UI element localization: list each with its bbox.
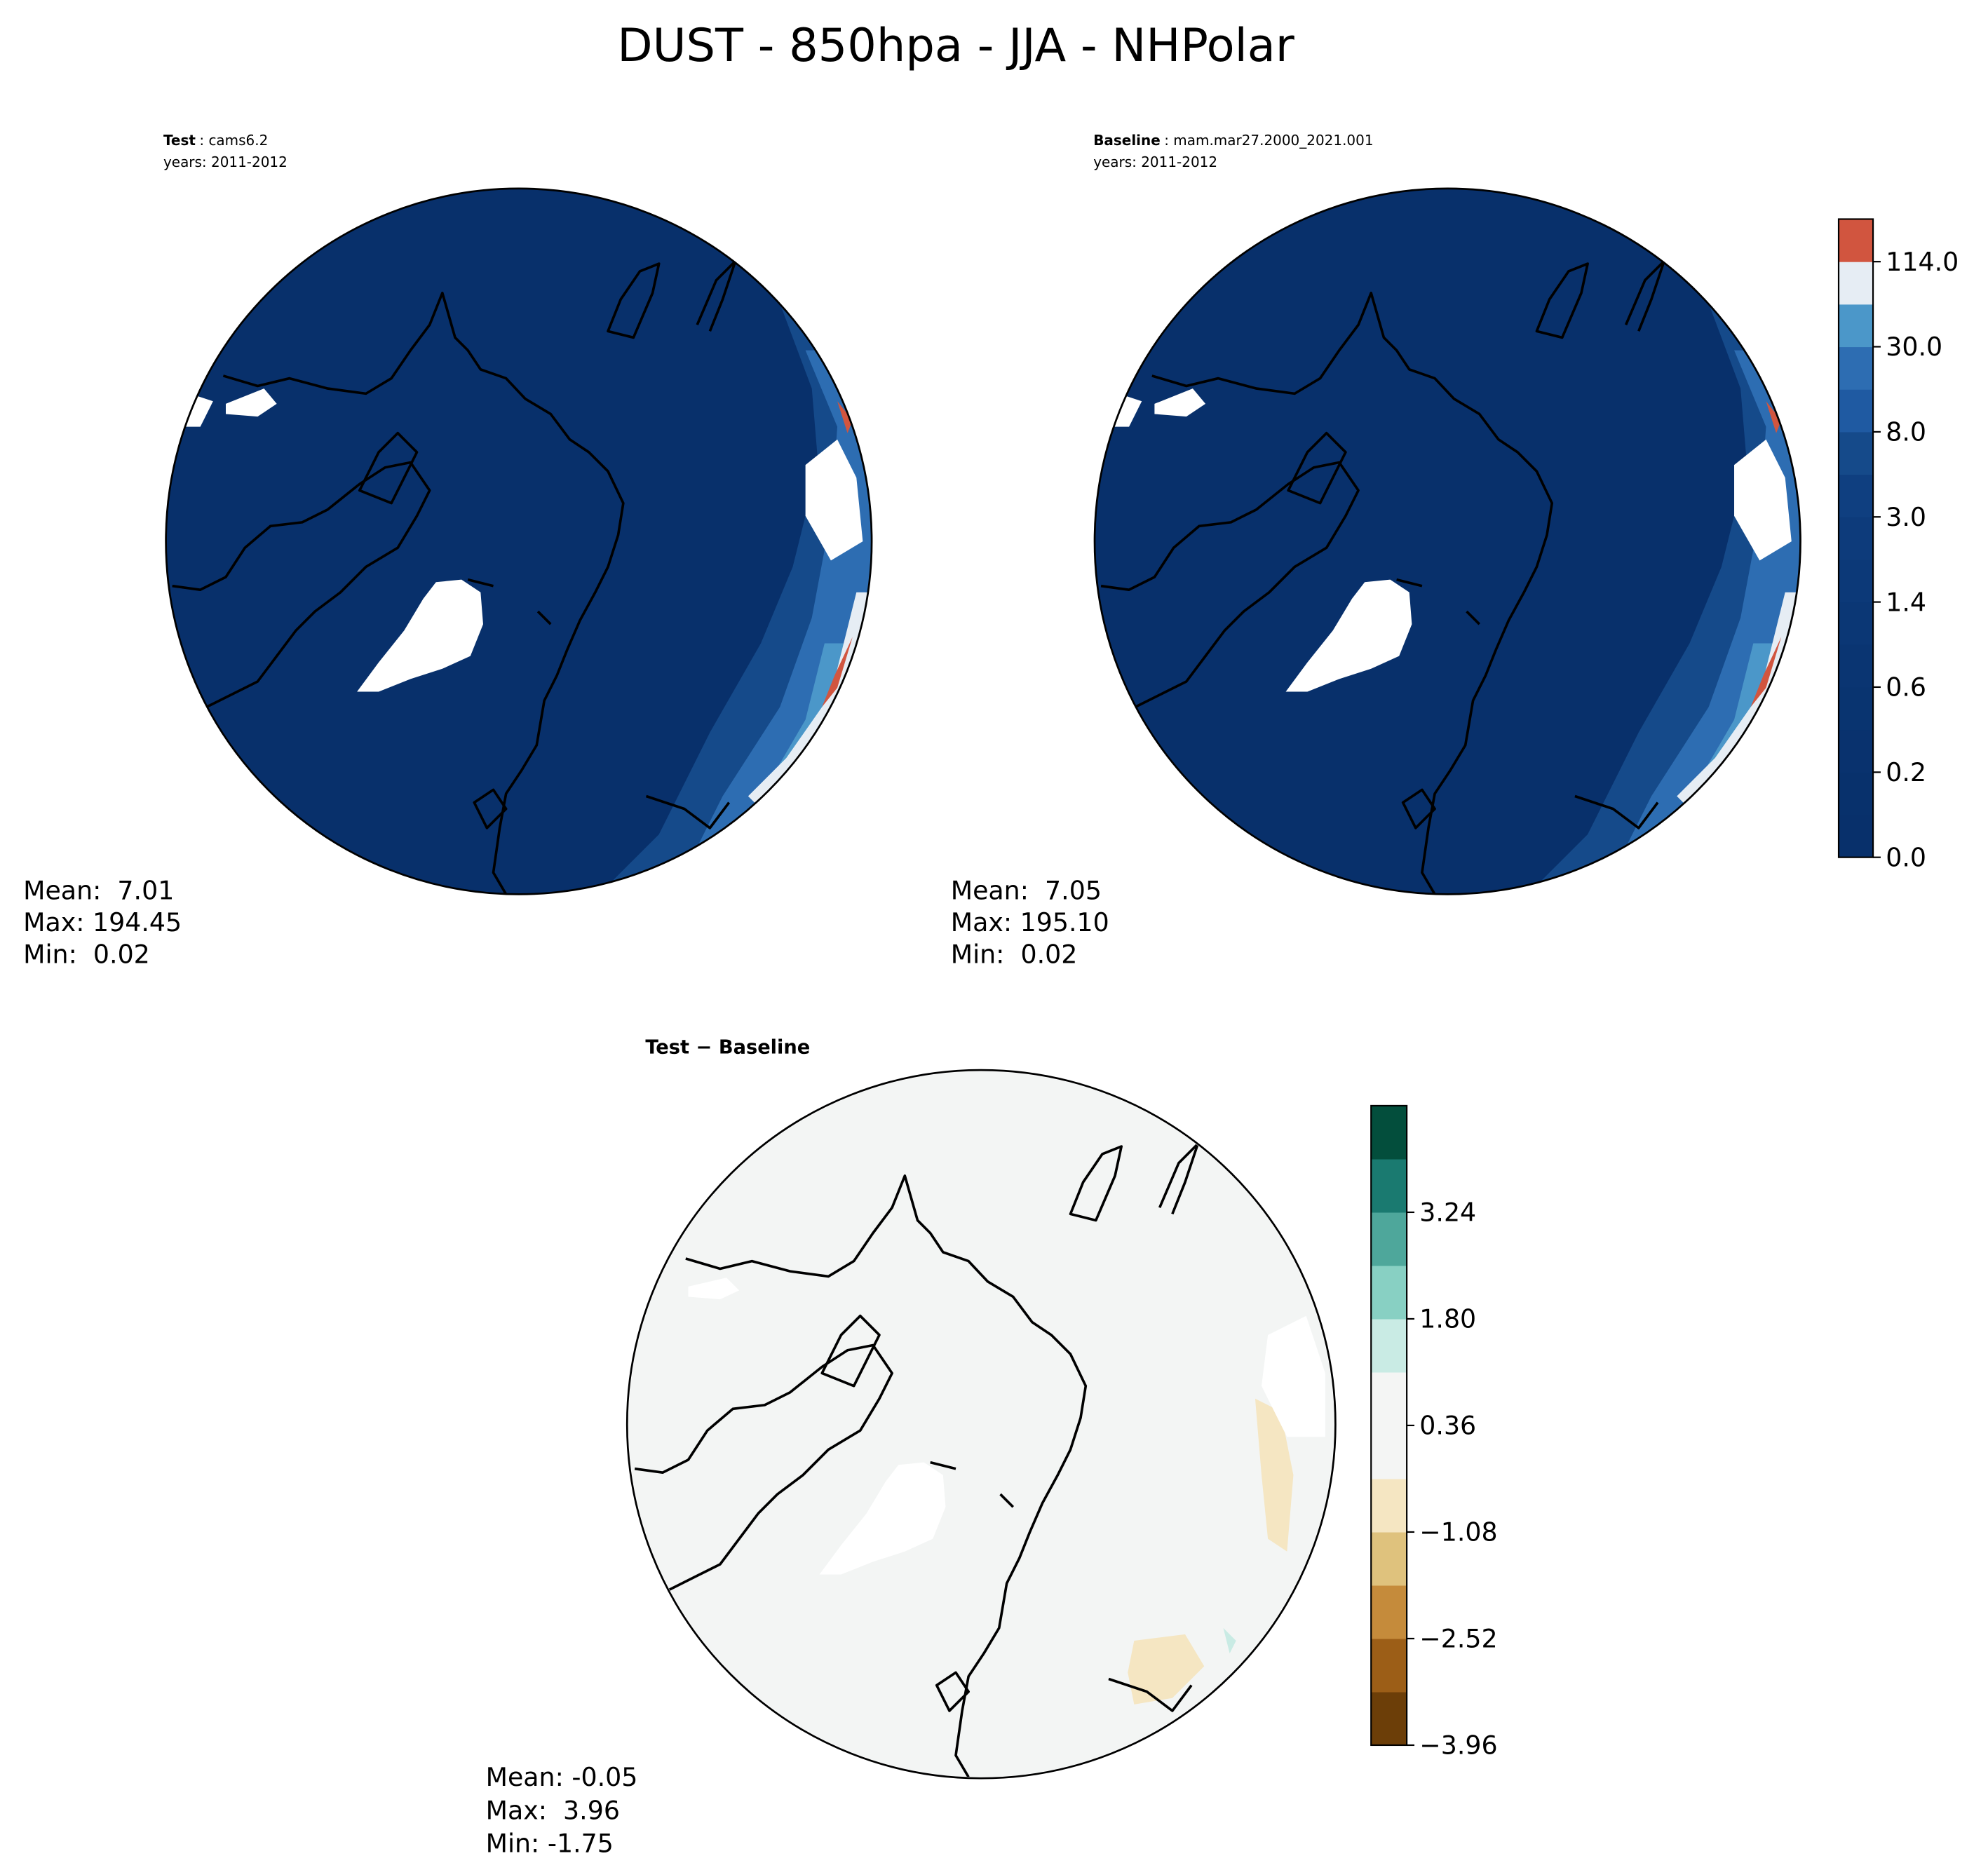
colorbar-tick-label: 3.24 bbox=[1419, 1198, 1476, 1228]
colorbar-tick-label: 30.0 bbox=[1886, 332, 1942, 362]
colorbar-band bbox=[1371, 1265, 1407, 1320]
stat: Min: 0.02 bbox=[23, 939, 150, 969]
colorbar-band bbox=[1839, 262, 1874, 305]
colorbar-band bbox=[1371, 1585, 1407, 1639]
colorbar-band bbox=[1371, 1212, 1407, 1266]
panel-title-bold: Test bbox=[163, 132, 196, 149]
stat: Max: 194.45 bbox=[23, 907, 182, 937]
map-boundary bbox=[1093, 187, 1801, 895]
colorbar-band bbox=[1839, 389, 1874, 433]
colorbar-band bbox=[1371, 1158, 1407, 1213]
colorbar-band bbox=[1371, 1638, 1407, 1693]
map-missing bbox=[1734, 439, 1792, 561]
colorbar-tick-label: 1.4 bbox=[1886, 587, 1926, 617]
colorbar-band bbox=[1371, 1691, 1407, 1746]
colorbar-band bbox=[1839, 474, 1874, 517]
colorbar-tick-label: −3.96 bbox=[1419, 1730, 1497, 1761]
map-fill bbox=[165, 188, 872, 895]
colorbar-tick-label: −1.08 bbox=[1419, 1517, 1497, 1547]
map-background bbox=[628, 1071, 1334, 1777]
colorbar-band bbox=[1839, 644, 1874, 688]
colorbar-band bbox=[1371, 1478, 1407, 1533]
colorbar-tick-label: 0.0 bbox=[1886, 842, 1926, 872]
panel-years: years: 2011-2012 bbox=[163, 154, 288, 170]
map-region bbox=[1766, 401, 1782, 433]
map-region bbox=[837, 401, 853, 433]
map bbox=[1093, 187, 1801, 895]
colorbar-tick-label: 3.0 bbox=[1886, 502, 1926, 532]
panel-difference: Test − Baseline Mean: -0.05 Max: 3.96 Mi… bbox=[486, 1036, 1337, 1859]
map-missing bbox=[225, 388, 277, 417]
panel-years: years: 2011-2012 bbox=[1093, 154, 1217, 170]
map bbox=[165, 187, 873, 895]
panel-title-bold: Baseline bbox=[1093, 132, 1161, 149]
map-missing bbox=[805, 439, 863, 561]
colorbar-band bbox=[1371, 1105, 1407, 1160]
colorbar-tick-label: 0.6 bbox=[1886, 672, 1926, 703]
colorbar-tick-label: 8.0 bbox=[1886, 417, 1926, 447]
colorbar-band bbox=[1839, 346, 1874, 390]
map-region bbox=[1750, 637, 1782, 707]
map-region bbox=[1128, 1634, 1205, 1705]
map-boundary bbox=[626, 1069, 1337, 1780]
colorbar-band bbox=[1839, 772, 1874, 815]
colorbar-band bbox=[1371, 1425, 1407, 1479]
map-fill bbox=[1095, 188, 1801, 895]
colorbar-band bbox=[1371, 1371, 1407, 1426]
colorbar-band bbox=[1839, 517, 1874, 560]
colorbar-band bbox=[1839, 219, 1874, 262]
colorbar-tick-label: −2.52 bbox=[1419, 1624, 1497, 1654]
colorbar-band bbox=[1371, 1318, 1407, 1373]
colorbar-tick-label: 114.0 bbox=[1886, 247, 1959, 277]
panel-title: Baseline: mam.mar27.2000_2021.001 bbox=[1093, 132, 1373, 149]
map bbox=[626, 1069, 1337, 1780]
map-missing bbox=[688, 1278, 740, 1300]
panel-title-case: : cams6.2 bbox=[199, 132, 268, 149]
stat: Max: 195.10 bbox=[951, 907, 1109, 937]
map-boundary bbox=[165, 187, 873, 895]
panel-title: Test: cams6.2 bbox=[163, 132, 268, 149]
panel-title: Test − Baseline bbox=[645, 1036, 810, 1058]
colorbar-band bbox=[1839, 559, 1874, 603]
colorbar-frame bbox=[1837, 218, 1874, 858]
map-missing bbox=[1154, 388, 1206, 417]
map-region bbox=[1255, 1398, 1294, 1552]
stat: Mean: -0.05 bbox=[486, 1762, 638, 1792]
panel-title-case: : mam.mar27.2000_2021.001 bbox=[1164, 132, 1373, 149]
stat: Min: 0.02 bbox=[951, 939, 1078, 969]
stat: Mean: 7.01 bbox=[23, 876, 174, 906]
colorbar-band bbox=[1839, 304, 1874, 348]
figure-title: DUST - 850hpa - JJA - NHPolar bbox=[617, 19, 1294, 72]
colorbar-band bbox=[1839, 431, 1874, 475]
colorbar-tick-label: 0.2 bbox=[1886, 757, 1926, 787]
colorbar-band bbox=[1371, 1531, 1407, 1586]
panel-baseline: Baseline: mam.mar27.2000_2021.001 years:… bbox=[951, 132, 1801, 969]
map-fill bbox=[628, 1071, 1334, 1777]
colorbar-tick-label: 0.36 bbox=[1419, 1411, 1476, 1441]
map-missing bbox=[1262, 1315, 1325, 1437]
stat: Min: -1.75 bbox=[486, 1829, 614, 1859]
colorbar-band bbox=[1839, 602, 1874, 645]
map-region bbox=[822, 637, 853, 707]
panel-test: Test: cams6.2 years: 2011-2012 Mean: 7.0… bbox=[23, 132, 873, 969]
colorbar-band bbox=[1839, 814, 1874, 858]
colorbar-tick-label: 1.80 bbox=[1419, 1304, 1476, 1334]
colorbar-band bbox=[1839, 686, 1874, 731]
stat: Mean: 7.05 bbox=[951, 876, 1102, 906]
stat: Max: 3.96 bbox=[486, 1795, 620, 1825]
colorbar-band bbox=[1839, 729, 1874, 773]
